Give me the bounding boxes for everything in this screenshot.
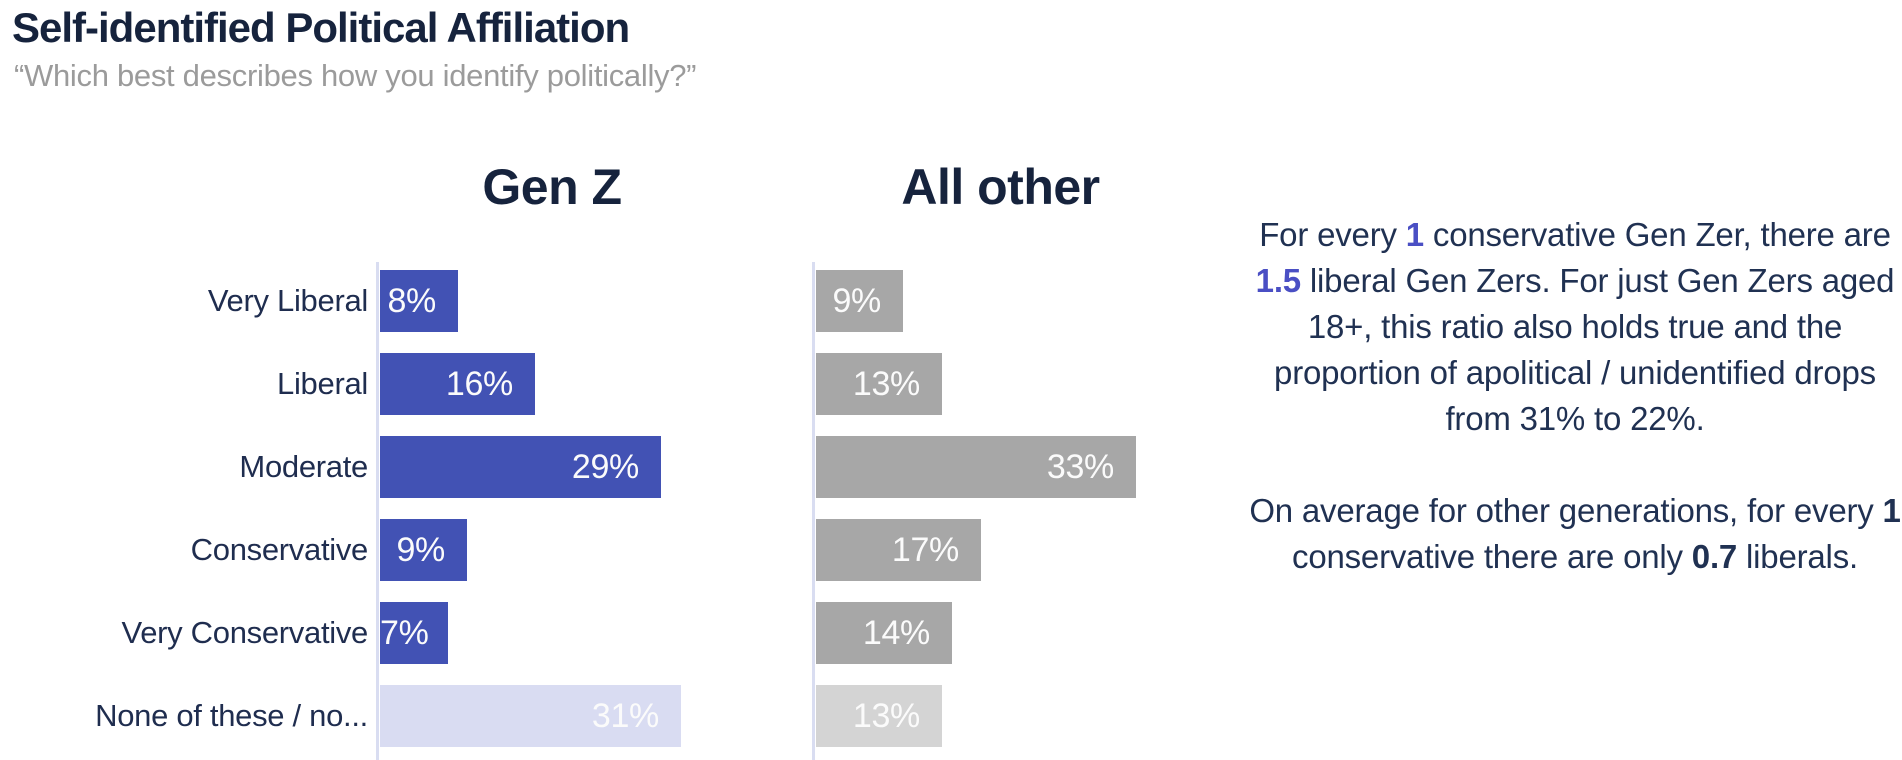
annotation-paragraph: For every 1 conservative Gen Zer, there …: [1248, 212, 1902, 442]
bar-value-label: 14%: [862, 614, 930, 652]
genz-bar: 29%: [380, 436, 661, 498]
bar-value-label: 9%: [832, 282, 881, 320]
bar-value-label: 16%: [445, 365, 513, 403]
bar-value-label: 33%: [1046, 448, 1114, 486]
allother-bar: 9%: [816, 270, 903, 332]
page-subtitle: “Which best describes how you identify p…: [14, 58, 697, 93]
bar-value-label: 7%: [380, 614, 429, 652]
genz-bar: 7%: [380, 602, 448, 664]
annotation-highlight: 0.7: [1691, 538, 1738, 575]
bar-value-label: 13%: [852, 365, 920, 403]
allother-bar: 33%: [816, 436, 1136, 498]
allother-bar: 13%: [816, 353, 942, 415]
annotation-highlight: 1: [1882, 492, 1901, 529]
genz-bar: 9%: [380, 519, 467, 581]
bar-value-label: 17%: [891, 531, 959, 569]
bar-value-label: 31%: [591, 697, 659, 735]
column-header-allother: All other: [901, 159, 1100, 215]
annotation-run: For every: [1259, 216, 1406, 253]
column-header-genz: Gen Z: [482, 159, 622, 215]
page-title: Self-identified Political Affiliation: [12, 4, 630, 51]
bar-value-label: 9%: [396, 531, 445, 569]
annotation-highlight: 1: [1405, 216, 1424, 253]
annotation-paragraph: On average for other generations, for ev…: [1248, 488, 1902, 580]
genz-axis-line: [376, 262, 379, 760]
category-label: Very Conservative: [121, 615, 369, 650]
annotation-run: liberal Gen Zers. For just Gen Zers aged…: [1274, 262, 1895, 437]
bar-value-label: 29%: [571, 448, 639, 486]
genz-bar: 8%: [380, 270, 458, 332]
allother-axis-line: [812, 262, 815, 760]
annotation-run: On average for other generations, for ev…: [1249, 492, 1883, 529]
category-label: Conservative: [190, 532, 369, 567]
annotation-run: liberals.: [1737, 538, 1858, 575]
allother-bar: 14%: [816, 602, 952, 664]
category-label: Moderate: [239, 449, 368, 484]
annotation-run: conservative there are only: [1292, 538, 1692, 575]
bar-value-label: 13%: [852, 697, 920, 735]
annotation-highlight: 1.5: [1255, 262, 1301, 299]
genz-bar: 16%: [380, 353, 535, 415]
annotation-run: conservative Gen Zer, there are: [1423, 216, 1891, 253]
category-label: Very Liberal: [207, 283, 368, 318]
category-label: Liberal: [277, 366, 368, 401]
allother-bar: 13%: [816, 685, 942, 747]
bar-value-label: 8%: [387, 282, 436, 320]
allother-bar: 17%: [816, 519, 981, 581]
category-label: None of these / no...: [95, 698, 368, 733]
annotation-text: For every 1 conservative Gen Zer, there …: [1248, 212, 1902, 626]
genz-bar: 31%: [380, 685, 681, 747]
